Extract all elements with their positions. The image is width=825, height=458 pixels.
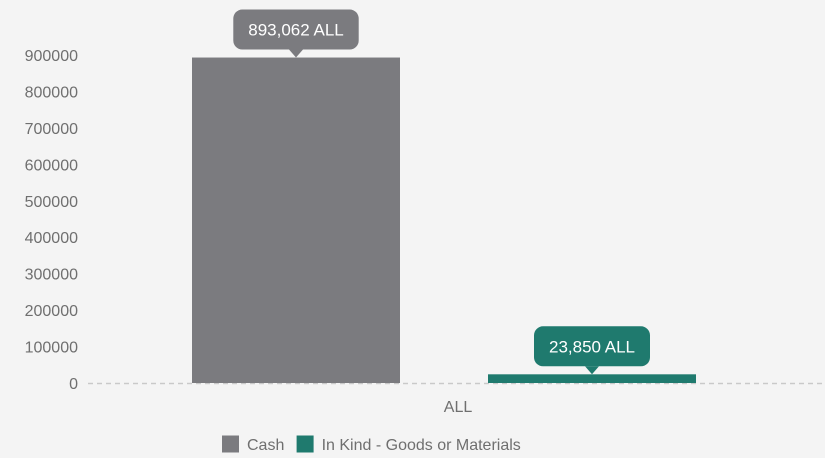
legend-swatch: [222, 435, 239, 453]
x-axis: ALL: [444, 399, 473, 416]
legend-swatch: [296, 435, 314, 453]
y-tick-label: 600000: [25, 157, 78, 174]
data-label-text: 893,062 ALL: [248, 21, 343, 40]
data-label-in-kind-goods-or-materials: 23,850 ALL: [534, 326, 650, 375]
y-tick-label: 800000: [25, 84, 78, 101]
y-tick-label: 300000: [25, 267, 78, 284]
y-tick-label: 900000: [25, 48, 78, 65]
y-tick-label: 100000: [25, 340, 78, 357]
data-label-cash: 893,062 ALL: [233, 9, 359, 58]
data-label-pointer: [289, 49, 303, 58]
data-label-box: [233, 9, 359, 50]
y-tick-label: 500000: [25, 194, 78, 211]
y-tick-label: 200000: [25, 303, 78, 320]
data-label-pointer: [585, 366, 599, 375]
y-tick-label: 0: [69, 376, 78, 393]
legend: Cash In Kind - Goods or Materials: [222, 435, 521, 455]
data-labels: 893,062 ALL 23,850 ALL: [233, 9, 650, 375]
bar-cash[interactable]: [192, 57, 400, 384]
bars-group: [192, 57, 696, 384]
legend-item-cash[interactable]: Cash: [222, 435, 284, 455]
legend-item-in-kind-goods-or-materials[interactable]: In Kind - Goods or Materials: [296, 435, 521, 455]
y-tick-label: 400000: [25, 230, 78, 247]
legend-label: Cash: [247, 437, 284, 454]
data-label-text: 23,850 ALL: [549, 337, 635, 356]
data-label-box: [534, 326, 650, 367]
x-category-label: ALL: [444, 399, 473, 416]
legend-label: In Kind - Goods or Materials: [322, 437, 521, 454]
bar-in-kind-goods-or-materials[interactable]: [488, 374, 696, 383]
y-axis: 0 100000 200000 300000 400000 500000 600000 700…: [25, 48, 78, 393]
y-tick-label: 700000: [25, 121, 78, 138]
